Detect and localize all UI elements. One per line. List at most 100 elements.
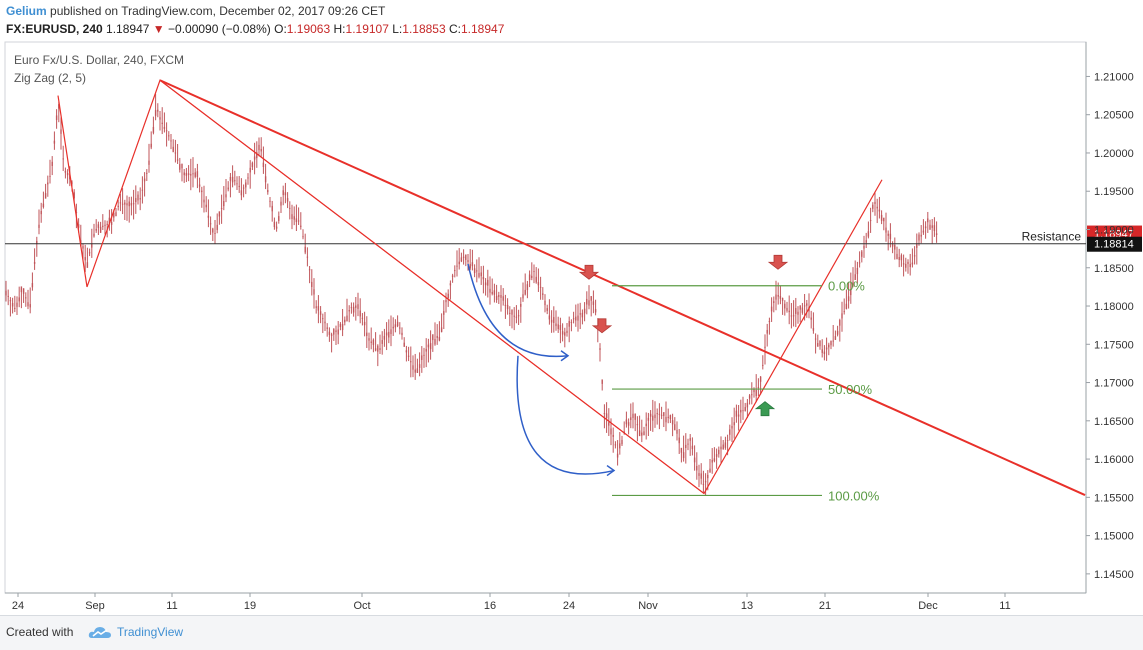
candle-body: [421, 355, 423, 360]
candle-body: [500, 294, 502, 298]
candle-body: [693, 457, 696, 463]
candle-body: [319, 311, 322, 315]
candle-body: [253, 156, 256, 160]
publish-info: published on TradingView.com, December 0…: [50, 4, 386, 18]
x-tick-label: 13: [741, 600, 753, 612]
candle-body: [825, 347, 828, 350]
candle-body: [636, 424, 639, 426]
candle-body: [579, 313, 581, 315]
main-trendline: [159, 79, 1086, 496]
candle-body: [128, 201, 130, 207]
candle-body: [317, 306, 320, 311]
candle-body: [630, 417, 632, 421]
candle-body: [326, 327, 328, 329]
candle-body: [18, 297, 20, 302]
candle-body: [691, 445, 694, 450]
candle-body: [498, 295, 500, 297]
candle-body: [764, 346, 766, 349]
candle-body: [590, 296, 592, 301]
candle-body: [627, 422, 630, 426]
y-tick-label: 1.19500: [1094, 186, 1134, 198]
candle-body: [216, 224, 218, 230]
candle-body: [280, 201, 282, 206]
candle-body: [264, 176, 267, 183]
candle-body: [405, 350, 408, 353]
arrow-head: [560, 350, 570, 362]
candle-body: [121, 203, 124, 205]
candle-body: [812, 328, 815, 331]
candle-body: [385, 332, 388, 336]
candle-body: [388, 331, 390, 338]
candle-body: [847, 296, 850, 302]
candle-body: [66, 172, 69, 176]
candle-body: [53, 140, 56, 144]
x-tick-label: Oct: [353, 600, 370, 612]
candle-body: [839, 320, 841, 326]
candle-body: [715, 454, 718, 457]
candle-body: [25, 297, 27, 299]
publish-line: Gelium published on TradingView.com, Dec…: [6, 4, 385, 18]
candle-body: [663, 412, 665, 416]
candle-body: [656, 413, 658, 415]
candle-body: [438, 336, 441, 341]
candle-body: [828, 344, 830, 348]
candle-body: [139, 198, 141, 200]
candle-body: [322, 318, 324, 320]
candle-body: [192, 173, 194, 175]
author-name[interactable]: Gelium: [6, 4, 47, 18]
candle-body: [768, 320, 771, 323]
candle-body: [700, 473, 702, 479]
candle-body: [797, 311, 799, 315]
candle-body: [359, 310, 361, 317]
resistance-price-tag-label: 1.18814: [1094, 239, 1134, 251]
candle-body: [275, 226, 278, 229]
candle-body: [927, 218, 929, 223]
candle-body: [781, 297, 784, 301]
candle-body: [150, 143, 152, 148]
candle-body: [696, 465, 698, 471]
candle-body: [132, 203, 135, 205]
candle-body: [14, 307, 16, 309]
down-arrow-icon: [767, 254, 789, 270]
indicator-legend[interactable]: Zig Zag (2, 5): [14, 71, 87, 85]
candle-body: [40, 211, 42, 215]
tradingview-link[interactable]: TradingView: [117, 625, 184, 639]
candle-body: [645, 423, 647, 427]
candle-body: [709, 468, 711, 473]
y-tick-label: 1.20500: [1094, 110, 1134, 122]
y-tick-label: 1.15500: [1094, 492, 1134, 504]
candle-body: [407, 355, 410, 357]
candle-body: [357, 304, 359, 309]
candle-body: [520, 303, 522, 307]
curved-arrow: [467, 263, 569, 358]
candle-body: [465, 254, 467, 260]
candle-body: [183, 172, 185, 176]
candle-body: [251, 162, 254, 167]
candle-body: [753, 388, 755, 393]
candle-body: [289, 207, 291, 209]
candle-body: [583, 308, 586, 314]
candle-body: [733, 422, 735, 426]
candle-body: [638, 430, 641, 437]
plot-area[interactable]: [4, 41, 1087, 594]
fib-level-label: 100.00%: [828, 488, 880, 503]
candle-body: [806, 303, 808, 306]
candle-body: [896, 253, 898, 260]
candle-body: [608, 422, 610, 426]
candle-body: [729, 429, 731, 435]
candle-body: [654, 414, 656, 419]
candle-body: [843, 311, 845, 313]
up-arrow-icon: [754, 401, 776, 417]
high-value: 1.19107: [345, 22, 389, 36]
candle-body: [511, 309, 513, 315]
tradingview-cloud-icon[interactable]: [88, 624, 112, 645]
candle-body: [568, 320, 570, 327]
candle-body: [526, 284, 529, 291]
candle-body: [634, 413, 636, 420]
candle-body: [550, 319, 553, 323]
candle-body: [313, 289, 315, 295]
candle-body: [603, 413, 606, 415]
price-chart[interactable]: Resistance 0.00% 50.00% 100.00% 1.18947 1.188…: [0, 0, 1143, 615]
candle-body: [396, 321, 399, 327]
candle-body: [157, 109, 159, 112]
